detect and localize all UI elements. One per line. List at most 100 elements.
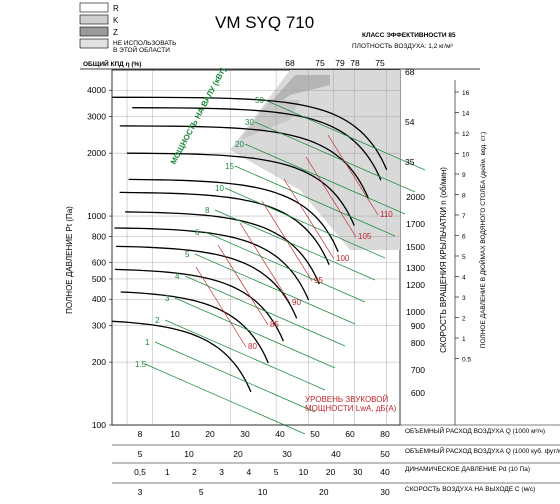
speed-tick-label: 1200 [406, 280, 425, 290]
scale-tick-label: 10 [184, 449, 194, 459]
right-tick-label: 10 [462, 152, 470, 159]
scale-tick-label: 0,5 [134, 467, 146, 477]
sound-line [283, 178, 335, 260]
scale-tick-label: 4 [247, 467, 252, 477]
scale-tick-label: 50 [380, 449, 390, 459]
left-axis-ticks: 4000 3000 2000 1000 800 600 500 400 300 200 100 [87, 85, 112, 430]
speed-band-label: 35 [405, 157, 415, 167]
right-tick-label: 6 [462, 234, 466, 241]
left-tick-label: 1000 [87, 211, 106, 221]
sound-lines: 110 105 100 95 90 85 80 [195, 134, 393, 351]
speed-axis-ticks: 2000 1700 1500 1300 1200 1000 900 800 700 600 68 54… [405, 67, 425, 398]
scale-tick-label: 2 [192, 467, 197, 477]
scale-tick-label: 3 [219, 467, 224, 477]
power-value-label: 20 [235, 140, 244, 149]
power-line [184, 275, 346, 347]
legend-swatch-r [79, 2, 109, 13]
scale-tick-label: 30 [240, 429, 250, 439]
legend-swatch-z [79, 26, 109, 37]
sound-line [305, 156, 357, 238]
power-value-label: 50 [255, 96, 264, 105]
sound-line [261, 200, 313, 282]
power-value-label: 3 [165, 294, 170, 303]
power-value-label: 1 [145, 338, 150, 347]
sound-value-label: 95 [314, 276, 323, 285]
scale-tick-label: 50 [310, 429, 320, 439]
efficiency-tick-label: 79 [335, 58, 345, 68]
sound-value-label: 85 [270, 320, 279, 329]
left-tick-label: 200 [92, 357, 106, 367]
power-line [144, 363, 306, 435]
fan-curve [125, 211, 320, 285]
scale-tick-label: 30 [282, 449, 292, 459]
left-tick-label: 3000 [87, 111, 106, 121]
scale-tick-label: 30 [380, 487, 390, 497]
efficiency-tick-label: 68 [285, 58, 295, 68]
right-axis-ticks: 16 14 12 10 9 8 7 6 5 4 3 2 1 0.5 [455, 90, 471, 364]
scale-tick-label: 40 [380, 467, 390, 477]
power-line [174, 297, 336, 369]
legend-label-r: R [113, 4, 119, 13]
right-tick-label: 0.5 [462, 357, 471, 364]
efficiency-tick-label: 75 [315, 58, 325, 68]
legend-label-k: K [113, 16, 119, 25]
scale-tick-label: 40 [331, 449, 341, 459]
speed-tick-label: 1500 [406, 242, 425, 252]
fan-curve [119, 191, 330, 265]
efficiency-tick-label: 78 [350, 58, 360, 68]
speed-tick-label: 1700 [406, 219, 425, 229]
fan-curve [116, 245, 298, 319]
fan-curve [112, 96, 388, 171]
power-line [244, 143, 406, 215]
sound-value-label: 80 [248, 342, 257, 351]
right-tick-label: 16 [462, 90, 470, 97]
scale-tick-label: 10 [258, 487, 268, 497]
sound-line [239, 222, 291, 304]
fan-curve [126, 152, 355, 226]
sound-value-label: 105 [358, 232, 372, 241]
right-axis-label: ПОЛНОЕ ДАВЛЕНИЕ В ДЮЙМАХ ВОДЯНОГО СТОЛБА… [478, 132, 487, 348]
scale-tick-label: 30 [353, 467, 363, 477]
right-tick-label: 3 [462, 295, 466, 302]
power-line [234, 165, 396, 237]
zone-z [255, 75, 330, 120]
legend: R K Z НЕ ИСПОЛЬЗОВАТЬ В ЭТОЙ ОБЛАСТИ [79, 2, 176, 54]
right-tick-label: 4 [462, 275, 466, 282]
power-line [164, 319, 326, 391]
legend-label-forbidden-1: НЕ ИСПОЛЬЗОВАТЬ [113, 40, 176, 47]
legend-swatch-forbidden [79, 38, 109, 49]
left-tick-label: 4000 [87, 85, 106, 95]
speed-tick-label: 700 [411, 365, 425, 375]
fan-curve [114, 268, 284, 342]
scale-tick-label: 10 [170, 429, 180, 439]
left-tick-label: 2000 [87, 148, 106, 158]
right-tick-label: 12 [462, 131, 470, 138]
fan-curve [114, 227, 310, 301]
left-axis-label: ПОЛНОЕ ДАВЛЕНИЕ Pt (Па) [65, 206, 74, 314]
scale-tick-label: 20 [326, 467, 336, 477]
power-line [214, 209, 376, 281]
sound-line [195, 266, 247, 348]
right-tick-label: 5 [462, 254, 466, 261]
scale-label: ДИНАМИЧЕСКОЕ ДАВЛЕНИЕ Pd (10 Па) [405, 466, 530, 473]
efficiency-tick-label: 75 [375, 58, 385, 68]
speed-tick-label: 600 [411, 388, 425, 398]
scale-tick-label: 20 [205, 429, 215, 439]
left-tick-label: 100 [92, 420, 106, 430]
power-value-label: 1.5 [135, 360, 147, 369]
left-tick-label: 300 [92, 320, 106, 330]
scale-label: СКОРОСТЬ ВОЗДУХА НА ВЫХОДЕ С (м/с) [405, 486, 535, 493]
fan-curve [119, 125, 369, 199]
power-value-label: 15 [225, 162, 234, 171]
scale-tick-label: 40 [275, 429, 285, 439]
scale-tick-label: 80 [380, 429, 390, 439]
chart-title: VM SYQ 710 [215, 13, 314, 32]
scale-tick-label: 3 [138, 487, 143, 497]
speed-axis-label: СКОРОСТЬ ВРАЩЕНИЯ КРЫЛЬЧАТКИ n (об/мин) [439, 167, 448, 353]
scale-tick-label: 10 [299, 467, 309, 477]
sound-line [327, 134, 379, 216]
air-density: ПЛОТНОСТЬ ВОЗДУХА: 1,2 кг/м³ [352, 43, 454, 50]
right-tick-label: 1 [462, 336, 466, 343]
power-value-label: 2 [155, 316, 160, 325]
